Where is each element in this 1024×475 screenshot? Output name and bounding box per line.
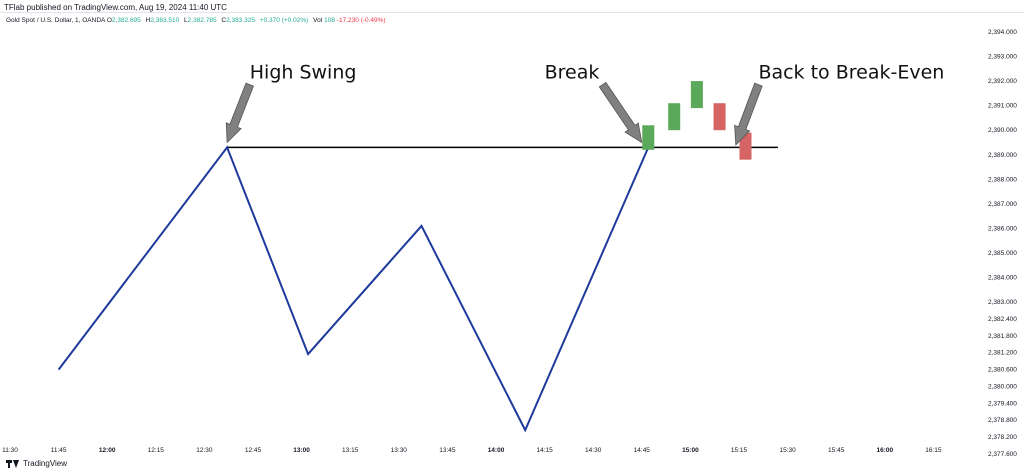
footer-brand-label: TradingView [23, 459, 67, 468]
x-tick-label-0: 11:30 [2, 447, 18, 454]
y-tick-label-8: 2,386.000 [988, 225, 1017, 232]
y-tick-label-7: 2,387.000 [988, 201, 1017, 208]
x-tick-label-3: 12:15 [148, 447, 165, 454]
candle-0 [642, 125, 654, 150]
x-tick-label-1: 11:45 [51, 447, 67, 454]
x-tick-label-11: 14:15 [536, 447, 553, 454]
x-axis: 11:30 11:45 12:00 12:15 12:30 12:45 13:00 13:15… [2, 447, 942, 454]
candle-3 [714, 103, 726, 130]
x-tick-label-8: 13:30 [391, 447, 408, 454]
x-tick-label-14: 15:00 [682, 447, 699, 454]
x-tick-label-17: 15:45 [828, 447, 845, 454]
x-tick-label-12: 14:30 [585, 447, 602, 454]
y-tick-label-16: 2,380.000 [988, 383, 1017, 390]
y-tick-label-10: 2,384.000 [988, 275, 1017, 282]
x-tick-label-18: 16:00 [876, 447, 893, 454]
candle-1 [668, 103, 680, 130]
tradingview-logo-icon [6, 460, 20, 468]
plot-area: High Swing Break Back to Break-Even [59, 62, 945, 431]
x-tick-label-7: 13:15 [342, 447, 359, 454]
x-tick-label-6: 13:00 [293, 447, 310, 454]
y-tick-label-17: 2,379.400 [988, 400, 1017, 407]
x-tick-label-10: 14:00 [488, 447, 505, 454]
y-tick-label-12: 2,382.400 [988, 316, 1017, 323]
x-tick-label-5: 12:45 [245, 447, 262, 454]
y-tick-label-3: 2,391.000 [988, 103, 1017, 110]
y-tick-label-14: 2,381.200 [988, 350, 1017, 357]
x-tick-label-13: 14:45 [634, 447, 651, 454]
annotation-arrow-1 [599, 82, 642, 142]
y-tick-label-5: 2,389.000 [988, 152, 1017, 159]
price-line [59, 147, 649, 430]
x-tick-label-19: 16:15 [925, 447, 942, 454]
y-tick-label-19: 2,378.200 [988, 434, 1017, 441]
y-tick-label-15: 2,380.600 [988, 367, 1017, 374]
y-tick-label-13: 2,381.800 [988, 333, 1017, 340]
annotation-label-0: High Swing [250, 62, 357, 84]
y-tick-label-6: 2,388.000 [988, 176, 1017, 183]
y-tick-label-0: 2,394.000 [988, 29, 1017, 36]
y-tick-label-4: 2,390.000 [988, 127, 1017, 134]
y-axis: 2,394.000 2,393.000 2,392.000 2,391.000 2,39… [988, 29, 1017, 458]
y-tick-label-20: 2,377.600 [988, 451, 1017, 458]
x-tick-label-4: 12:30 [196, 447, 213, 454]
x-tick-label-15: 15:15 [731, 447, 748, 454]
annotation-label-1: Break [545, 62, 600, 84]
annotation-label-2: Back to Break-Even [758, 62, 944, 84]
footer-brand: TradingView [6, 459, 67, 468]
y-tick-label-11: 2,383.000 [988, 299, 1017, 306]
y-tick-label-9: 2,385.000 [988, 250, 1017, 257]
y-tick-label-1: 2,393.000 [988, 54, 1017, 61]
y-tick-label-18: 2,378.800 [988, 417, 1017, 424]
candle-2 [691, 81, 703, 108]
y-tick-label-2: 2,392.000 [988, 78, 1017, 85]
x-tick-label-2: 12:00 [99, 447, 116, 454]
annotation-arrow-0 [226, 83, 253, 142]
x-tick-label-16: 15:30 [779, 447, 796, 454]
x-tick-label-9: 13:45 [439, 447, 456, 454]
